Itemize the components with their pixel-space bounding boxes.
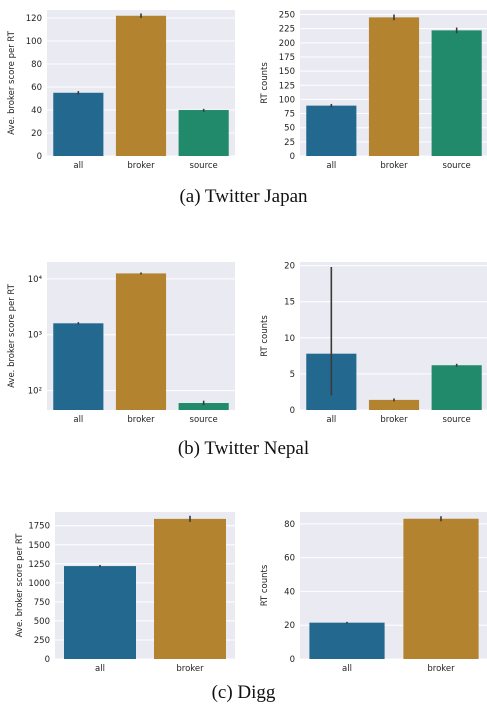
x-tick-label: broker [380, 161, 408, 171]
bar-source [431, 365, 482, 410]
bar-broker [115, 15, 167, 156]
x-tick-label: broker [127, 415, 155, 425]
y-tick-label: 0 [37, 152, 42, 162]
x-tick-label: source [190, 161, 218, 171]
y-tick-label: 0 [290, 152, 295, 162]
x-tick-label: source [443, 161, 471, 171]
y-tick-label: 175 [279, 53, 295, 63]
x-tick-label: all [73, 161, 83, 171]
x-tick-label: broker [176, 664, 204, 674]
y-tick-label: 120 [26, 14, 42, 24]
y-axis-label: Ave. broker score per RT [15, 533, 25, 638]
y-tick-label: 250 [34, 636, 50, 646]
bar-source [178, 110, 229, 156]
y-tick-label: 250 [279, 11, 295, 21]
caption-a: (a) Twitter Japan [179, 186, 308, 207]
y-tick-label: 80 [31, 60, 42, 70]
bar-broker [154, 518, 226, 659]
y-tick-label: 125 [279, 81, 295, 91]
bar-all [64, 566, 136, 659]
chart-panel-b-left: 10² 10³ 10⁴ all broker source Ave. broker scor… [7, 262, 235, 425]
y-tick-label: 75 [284, 110, 295, 120]
y-tick-label: 15 [284, 298, 295, 308]
y-tick-label: 60 [284, 554, 295, 564]
y-tick-label: 50 [284, 124, 295, 134]
y-tick-label: 200 [279, 39, 295, 49]
y-tick-label: 750 [34, 598, 50, 608]
bar-source [431, 30, 482, 156]
y-tick-label: 1500 [28, 541, 50, 551]
y-tick-label: 80 [284, 520, 295, 530]
bar-broker [115, 273, 167, 410]
y-tick-label: 60 [31, 83, 42, 93]
y-tick-label: 40 [31, 106, 42, 116]
y-tick-label: 225 [279, 25, 295, 35]
caption-c: (c) Digg [211, 682, 276, 703]
chart-panel-b-right: 0 5 10 15 20 all broker source RT counts [260, 262, 487, 425]
y-axis-label: RT counts [260, 564, 270, 606]
x-tick-label: all [95, 664, 105, 674]
bar-all [53, 323, 104, 410]
chart-panel-c-left: 0 250 500 750 1000 1250 1500 1750 all broker Ave. … [15, 512, 235, 674]
x-tick-label: source [443, 415, 471, 425]
chart-panel-c-right: 0 20 40 60 80 all broker RT counts [260, 512, 487, 674]
y-tick-label: 150 [279, 67, 295, 77]
y-tick-label: 10³ [28, 331, 42, 341]
bar-source [178, 403, 229, 410]
bar-all [53, 92, 104, 156]
x-tick-label: broker [427, 664, 455, 674]
chart-panel-a-left: 0 20 40 60 80 100 120 all broker source Ave. broke… [7, 10, 235, 171]
bar-broker [368, 17, 420, 157]
y-tick-label: 0 [45, 655, 50, 665]
x-tick-label: all [326, 415, 336, 425]
y-tick-label: 1000 [28, 579, 50, 589]
y-axis-label: RT counts [260, 62, 270, 104]
x-tick-label: broker [380, 415, 408, 425]
y-axis-label: RT counts [260, 315, 270, 357]
chart-panel-a-right: 0 25 50 75 100 125 150 175 200 225 250 all broker sou… [260, 10, 487, 171]
bar-broker [368, 399, 420, 410]
y-tick-label: 20 [284, 262, 295, 272]
y-tick-label: 10² [28, 387, 42, 397]
y-tick-label: 100 [26, 37, 42, 47]
y-axis-label: Ave. broker score per RT [7, 283, 17, 388]
x-tick-label: all [342, 664, 352, 674]
bar-all [306, 105, 357, 156]
bar-broker [403, 518, 479, 659]
y-tick-label: 0 [290, 406, 295, 416]
y-tick-label: 1750 [28, 522, 50, 532]
bar-all [309, 622, 385, 659]
y-tick-label: 40 [284, 587, 295, 597]
y-tick-label: 10 [284, 334, 295, 344]
y-axis-label: Ave. broker score per RT [7, 30, 17, 135]
y-tick-label: 100 [279, 95, 295, 105]
y-tick-label: 0 [290, 655, 295, 665]
x-tick-label: broker [127, 161, 155, 171]
x-tick-label: source [190, 415, 218, 425]
y-tick-label: 1250 [28, 560, 50, 570]
y-tick-label: 5 [290, 370, 295, 380]
x-tick-label: all [73, 415, 83, 425]
x-tick-label: all [326, 161, 336, 171]
y-tick-label: 500 [34, 617, 50, 627]
y-tick-label: 20 [31, 129, 42, 139]
y-tick-label: 20 [284, 621, 295, 631]
caption-b: (b) Twitter Nepal [177, 438, 310, 459]
y-tick-label: 25 [284, 138, 295, 148]
y-tick-label: 10⁴ [28, 275, 43, 285]
